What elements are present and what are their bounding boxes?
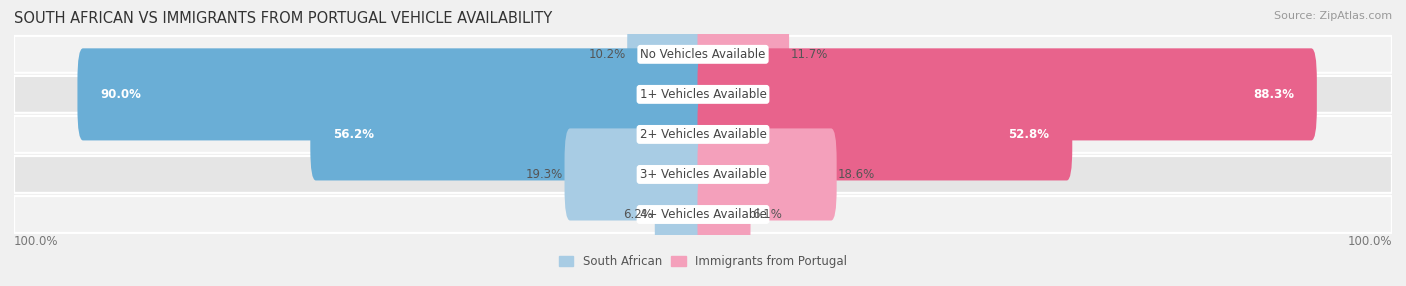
FancyBboxPatch shape [697,8,789,100]
Text: 10.2%: 10.2% [589,48,626,61]
Text: 19.3%: 19.3% [526,168,564,181]
Text: 6.1%: 6.1% [752,208,782,221]
FancyBboxPatch shape [697,48,1317,140]
Text: 90.0%: 90.0% [100,88,141,101]
FancyBboxPatch shape [14,196,1392,233]
FancyBboxPatch shape [311,88,709,180]
FancyBboxPatch shape [14,76,1392,113]
FancyBboxPatch shape [697,168,751,261]
Text: 1+ Vehicles Available: 1+ Vehicles Available [640,88,766,101]
Text: SOUTH AFRICAN VS IMMIGRANTS FROM PORTUGAL VEHICLE AVAILABILITY: SOUTH AFRICAN VS IMMIGRANTS FROM PORTUGA… [14,11,553,26]
Text: 3+ Vehicles Available: 3+ Vehicles Available [640,168,766,181]
Text: 18.6%: 18.6% [838,168,876,181]
FancyBboxPatch shape [565,128,709,221]
FancyBboxPatch shape [77,48,709,140]
FancyBboxPatch shape [14,156,1392,193]
Text: 100.0%: 100.0% [14,235,59,247]
FancyBboxPatch shape [655,168,709,261]
Text: 56.2%: 56.2% [333,128,374,141]
Text: 100.0%: 100.0% [1347,235,1392,247]
FancyBboxPatch shape [697,88,1073,180]
FancyBboxPatch shape [697,128,837,221]
Text: Source: ZipAtlas.com: Source: ZipAtlas.com [1274,11,1392,21]
Legend: South African, Immigrants from Portugal: South African, Immigrants from Portugal [554,250,852,273]
Text: 6.2%: 6.2% [623,208,654,221]
FancyBboxPatch shape [627,8,709,100]
Text: 2+ Vehicles Available: 2+ Vehicles Available [640,128,766,141]
FancyBboxPatch shape [14,116,1392,153]
Text: 88.3%: 88.3% [1253,88,1294,101]
Text: No Vehicles Available: No Vehicles Available [640,48,766,61]
Text: 4+ Vehicles Available: 4+ Vehicles Available [640,208,766,221]
Text: 52.8%: 52.8% [1008,128,1049,141]
Text: 11.7%: 11.7% [790,48,828,61]
FancyBboxPatch shape [14,36,1392,73]
